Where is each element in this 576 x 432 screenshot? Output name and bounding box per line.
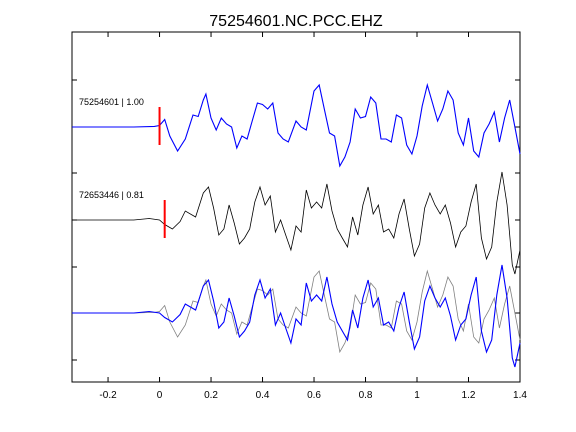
x-axis: -0.2 0 0.2 0.4 0.6 0.8 1 1.2 1.4	[99, 32, 527, 401]
x-tick-label: 0.2	[204, 390, 218, 401]
x-tick-label: 0.4	[256, 390, 270, 401]
x-tick-label: -0.2	[99, 390, 117, 401]
x-tick-label: 0.8	[359, 390, 373, 401]
x-tick-label: 0	[157, 390, 163, 401]
traces-group	[72, 82, 521, 368]
x-tick-label: 0.6	[307, 390, 321, 401]
pick-markers	[158, 107, 166, 238]
trace-label-2: 72653446 | 0.81	[79, 190, 144, 200]
x-tick-label: 1.2	[462, 390, 476, 401]
x-tick-label: 1	[414, 390, 420, 401]
trace-line-1	[72, 82, 521, 168]
trace-label-1: 75254601 | 1.00	[79, 97, 144, 107]
overlay-line-1	[72, 269, 521, 354]
overlay-line-2	[72, 264, 521, 368]
trace-line-2	[72, 171, 521, 275]
trace-labels: 75254601 | 1.00 72653446 | 0.81	[79, 97, 144, 200]
plot-frame	[71, 31, 521, 383]
x-tick-label: 1.4	[513, 390, 527, 401]
chart-title: 75254601.NC.PCC.EHZ	[209, 13, 383, 30]
